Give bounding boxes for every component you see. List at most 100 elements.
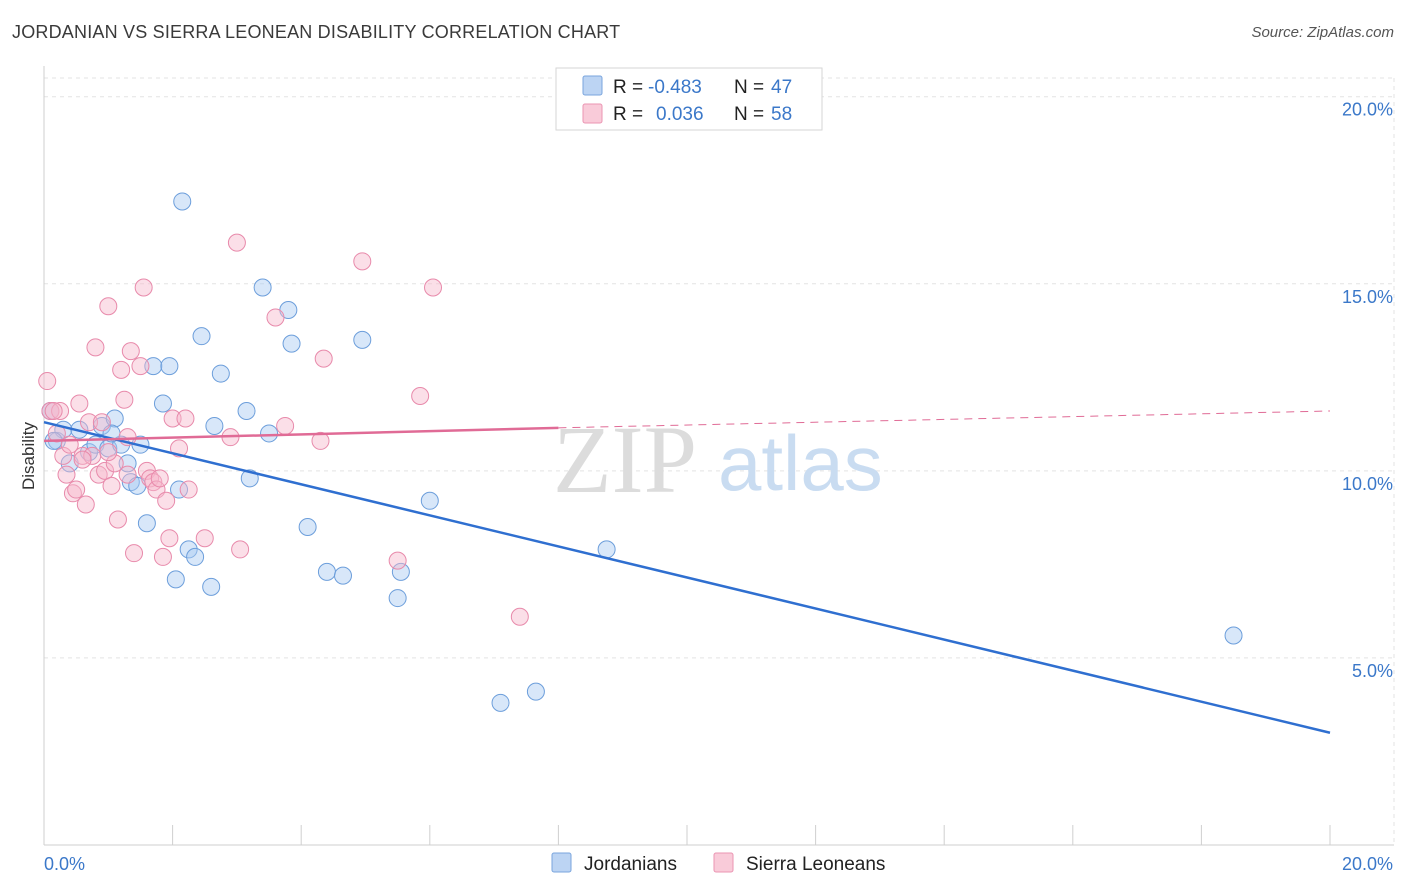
sierra-leonean-point-33 (150, 469, 169, 488)
sierra-leonean-point-5 (57, 465, 76, 484)
jordanian-point-40 (420, 491, 439, 510)
sierra-leonean-point-10 (73, 446, 92, 465)
bottom-legend-label-sierra-leoneans: Sierra Leoneans (746, 854, 885, 875)
sierra-leonean-point-35 (157, 491, 176, 510)
sierra-leonean-point-57 (118, 465, 137, 484)
jordanian-point-24 (192, 327, 211, 346)
sierra-leonean-point-54 (44, 401, 63, 420)
sierra-leonean-point-18 (99, 297, 118, 316)
axes (43, 66, 1394, 846)
trend-line-1 (43, 426, 559, 443)
jordanian-point-34 (298, 517, 317, 536)
correlation-legend: R = -0.483 N = 47 R = 0.036 N = 58 (555, 67, 823, 131)
sierra-leonean-point-11 (76, 495, 95, 514)
jordanian-point-19 (166, 570, 185, 589)
sierra-leonean-point-25 (121, 342, 140, 361)
sierra-leonean-point-52 (424, 278, 443, 297)
jordanian-point-28 (237, 401, 256, 420)
sierra-leonean-point-51 (411, 387, 430, 406)
legend-n-label-2: N = (734, 104, 764, 125)
sierra-leonean-point-47 (311, 431, 330, 450)
sierra-leonean-point-50 (388, 551, 407, 570)
sierra-leonean-point-53 (510, 607, 529, 626)
x-tick-label-1: 20.0% (1342, 854, 1393, 874)
legend-swatch-jordanians (582, 75, 603, 96)
sierra-leonean-point-37 (163, 409, 182, 428)
jordanian-point-42 (526, 682, 545, 701)
jordanian-point-30 (253, 278, 272, 297)
watermark: ZIP atlas (553, 406, 883, 513)
sierra-leonean-point-41 (195, 529, 214, 548)
jordanian-point-15 (137, 514, 156, 533)
chart-title: JORDANIAN VS SIERRA LEONEAN DISABILITY C… (12, 22, 621, 42)
jordanian-point-37 (353, 330, 372, 349)
trend-line-0 (43, 420, 1331, 734)
sierra-leonean-point-34 (153, 547, 172, 566)
legend-swatch-sierra-leoneans (582, 103, 603, 124)
bottom-legend-swatch-jordanians (551, 852, 572, 873)
sierra-leonean-point-20 (105, 454, 124, 473)
watermark-atlas: atlas (718, 419, 883, 507)
sierra-leonean-point-8 (67, 480, 86, 499)
sierra-leonean-point-43 (227, 233, 246, 252)
sierra-leonean-point-55 (73, 450, 92, 469)
y-axis-label: Disability (19, 421, 38, 490)
jordanian-point-21 (173, 192, 192, 211)
source-label: Source: ZipAtlas.com (1251, 24, 1394, 41)
jordanian-point-16 (144, 357, 163, 376)
jordanian-point-41 (491, 693, 510, 712)
legend-n-value-2: 58 (771, 104, 792, 125)
sierra-leonean-point-3 (51, 401, 70, 420)
jordanian-point-26 (205, 416, 224, 435)
sierra-leonean-point-4 (54, 446, 73, 465)
sierra-leonean-point-48 (314, 349, 333, 368)
jordanian-point-25 (202, 577, 221, 596)
sierra-leonean-point-16 (92, 413, 111, 432)
sierra-leonean-point-9 (70, 394, 89, 413)
sierra-leonean-point-14 (86, 338, 105, 357)
jordanian-point-27 (211, 364, 230, 383)
sierra-leonean-point-26 (125, 544, 144, 563)
x-tick-label-0: 0.0% (44, 854, 85, 874)
trend-line-2 (558, 410, 1331, 429)
y-tick-label-0: 5.0% (1352, 661, 1393, 681)
jordanian-point-20 (170, 480, 189, 499)
legend-r-value-2: 0.036 (656, 104, 704, 125)
y-tick-labels: 5.0% 10.0% 15.0% 20.0% (1342, 100, 1393, 681)
jordanian-point-33 (282, 334, 301, 353)
sierra-leonean-point-56 (99, 443, 118, 462)
sierra-leonean-point-12 (80, 413, 99, 432)
sierra-leonean-point-21 (108, 510, 127, 529)
jordanian-point-31 (260, 424, 279, 443)
sierra-leonean-point-46 (276, 416, 295, 435)
legend-n-value-1: 47 (771, 77, 792, 98)
sierra-leonean-point-36 (160, 529, 179, 548)
watermark-zip: ZIP (553, 406, 697, 513)
y-tick-label-3: 20.0% (1342, 100, 1393, 120)
jordanian-point-44 (1224, 626, 1243, 645)
trend-lines (43, 410, 1331, 734)
sierra-leonean-point-23 (115, 390, 134, 409)
sierra-leonean-point-28 (134, 278, 153, 297)
sierra-leonean-point-40 (179, 480, 198, 499)
jordanian-point-38 (388, 589, 407, 608)
y-tick-label-2: 15.0% (1342, 287, 1393, 307)
sierra-leonean-point-22 (112, 360, 131, 379)
bottom-legend-label-jordanians: Jordanians (584, 854, 677, 875)
legend-r-label-2: R = (613, 104, 643, 125)
jordanian-point-39 (391, 562, 410, 581)
sierra-leonean-point-27 (131, 357, 150, 376)
legend-r-value-1: -0.483 (648, 77, 702, 98)
sierra-leonean-point-45 (266, 308, 285, 327)
legend-r-label-1: R = (613, 77, 643, 98)
bottom-legend-swatch-sierra-leoneans (713, 852, 734, 873)
sierra-leonean-point-49 (353, 252, 372, 271)
sierra-leonean-point-44 (231, 540, 250, 559)
sierra-leonean-point-39 (176, 409, 195, 428)
jordanian-point-17 (153, 394, 172, 413)
jordanian-point-23 (186, 547, 205, 566)
x-tick-labels: 0.0% 20.0% (44, 854, 1393, 874)
jordanian-point-36 (333, 566, 352, 585)
sierra-leonean-point-0 (38, 372, 57, 391)
